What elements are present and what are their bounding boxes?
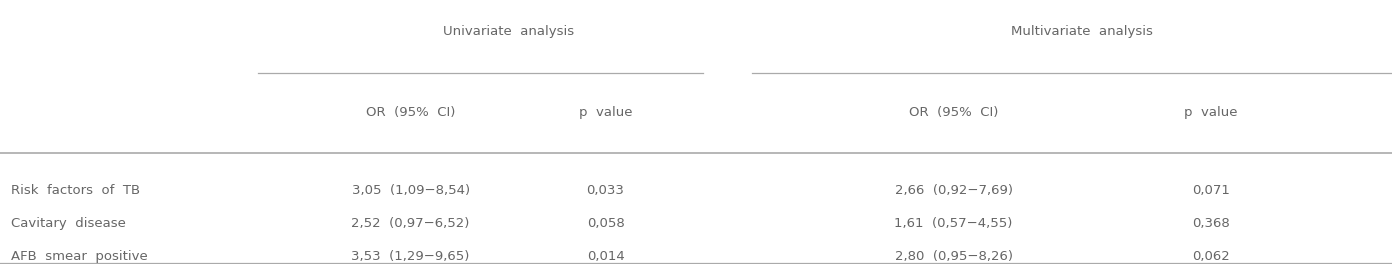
Text: OR  (95%  CI): OR (95% CI): [909, 106, 998, 119]
Text: AFB  smear  positive: AFB smear positive: [11, 249, 148, 263]
Text: Univariate  analysis: Univariate analysis: [443, 25, 574, 38]
Text: Risk  factors  of  TB: Risk factors of TB: [11, 183, 141, 197]
Text: p  value: p value: [579, 106, 632, 119]
Text: Cavitary  disease: Cavitary disease: [11, 216, 127, 230]
Text: 0,062: 0,062: [1192, 249, 1231, 263]
Text: 0,368: 0,368: [1192, 216, 1231, 230]
Text: OR  (95%  CI): OR (95% CI): [366, 106, 455, 119]
Text: 2,52  (0,97−6,52): 2,52 (0,97−6,52): [351, 216, 470, 230]
Text: 2,66  (0,92−7,69): 2,66 (0,92−7,69): [895, 183, 1012, 197]
Text: 0,033: 0,033: [586, 183, 625, 197]
Text: p  value: p value: [1185, 106, 1237, 119]
Text: Multivariate  analysis: Multivariate analysis: [1012, 25, 1153, 38]
Text: 0,071: 0,071: [1192, 183, 1231, 197]
Text: 3,53  (1,29−9,65): 3,53 (1,29−9,65): [351, 249, 470, 263]
Text: 0,058: 0,058: [586, 216, 625, 230]
Text: 1,61  (0,57−4,55): 1,61 (0,57−4,55): [894, 216, 1013, 230]
Text: 0,014: 0,014: [586, 249, 625, 263]
Text: 3,05  (1,09−8,54): 3,05 (1,09−8,54): [352, 183, 469, 197]
Text: 2,80  (0,95−8,26): 2,80 (0,95−8,26): [895, 249, 1012, 263]
